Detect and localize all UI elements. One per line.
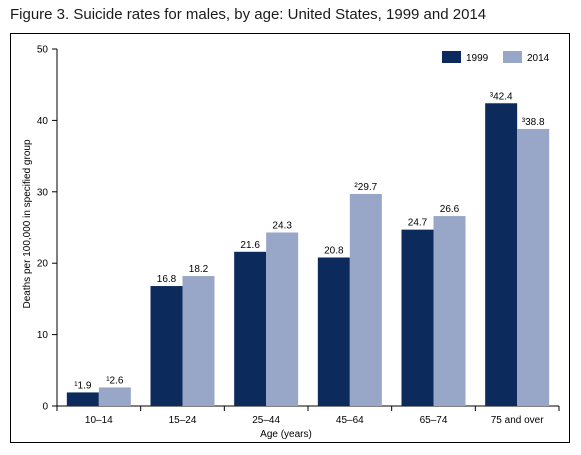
bar-2014 [349,193,382,406]
x-tick-label: 25–44 [252,415,280,426]
bar-2014 [517,128,550,406]
data-label: ¹1.9 [74,380,92,391]
x-tick-label: 75 and over [491,415,544,426]
x-tick-label: 65–74 [420,415,448,426]
x-axis: 10–14 15–24 25–44 45–64 65–74 75 and over [56,405,560,426]
legend-swatch-1999 [442,51,461,63]
bar-2014 [266,232,299,406]
legend: 1999 2014 [442,51,550,64]
data-label: 20.8 [324,245,344,256]
data-label: 24.3 [272,220,292,231]
y-tick-label: 50 [37,45,49,56]
y-axis-label: Deaths per 100,000 in specified group [22,139,33,308]
x-tick-label: 45–64 [336,415,364,426]
x-tick-label: 10–14 [85,415,113,426]
chart-frame: 0 10 20 30 40 50 10–14 15–24 25–44 45–64 65–74 75 … [10,33,570,443]
data-label: 21.6 [240,240,260,251]
legend-swatch-2014 [503,51,522,63]
bar-1999 [234,251,267,406]
y-tick-label: 10 [37,330,49,341]
bar-2014 [182,276,215,406]
data-label: ¹2.6 [106,375,124,386]
bar-2014 [98,387,131,406]
bar-1999 [401,229,434,406]
legend-label: 1999 [466,53,489,64]
data-label: 26.6 [440,204,460,215]
bar-1999 [317,257,350,406]
y-tick-label: 20 [37,259,49,270]
y-axis: 0 10 20 30 40 50 [37,45,58,413]
data-label: 16.8 [157,274,177,285]
figure-title: Figure 3. Suicide rates for males, by ag… [10,6,487,23]
data-label: ³38.8 [522,117,545,128]
y-tick-label: 30 [37,187,49,198]
bar-chart: 0 10 20 30 40 50 10–14 15–24 25–44 45–64 65–74 75 … [22,45,560,440]
bars: ¹1.9 ¹2.6 16.8 18.2 21.6 24.3 20.8 ²29.7 24.7 26.… [66,91,550,406]
data-label: ³42.4 [490,91,513,102]
bar-1999 [150,286,183,406]
legend-label: 2014 [527,53,550,64]
x-axis-label: Age (years) [260,429,312,440]
bar-1999 [485,103,518,406]
bar-1999 [66,392,99,406]
y-tick-label: 0 [42,402,48,413]
data-label: 24.7 [408,218,428,229]
data-label: 18.2 [189,264,209,275]
data-label: ²29.7 [354,182,377,193]
x-tick-label: 15–24 [169,415,197,426]
y-tick-label: 40 [37,116,49,127]
bar-2014 [433,216,466,406]
